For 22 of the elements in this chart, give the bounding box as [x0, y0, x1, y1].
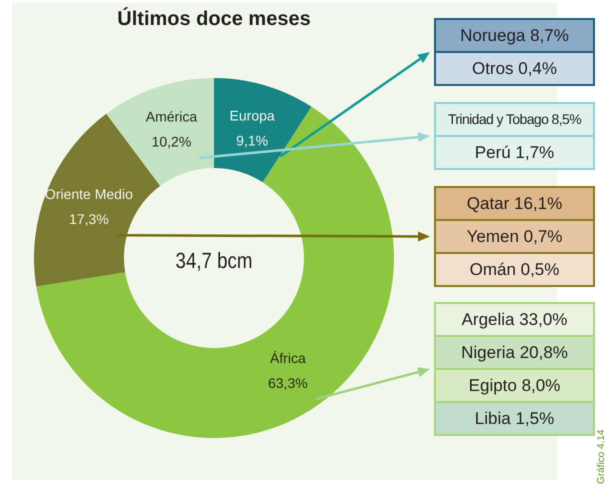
slice-label: América [146, 108, 198, 125]
data-label: 63,3% [268, 374, 308, 391]
text: Omán 0,5% [470, 260, 560, 279]
text: Egipto 8,0% [468, 376, 560, 395]
text: Trinidad y Tobago 8,5% [448, 111, 582, 127]
text: Perú 1,7% [474, 143, 554, 162]
slice-label: Oriente Medio [44, 186, 134, 202]
data-label: 17,3% [69, 211, 109, 228]
slice-label: África [270, 350, 306, 366]
text: Nigeria 20,8% [461, 343, 568, 362]
text: Qatar 16,1% [466, 194, 562, 213]
data-label: 9,1% [236, 132, 268, 148]
chart-title: Últimos doce meses [116, 8, 312, 31]
slice-label: Europa [230, 107, 275, 124]
data-label: 10,2% [152, 134, 192, 150]
text: Otros 0,4% [472, 59, 558, 78]
text: Libia 1,5% [474, 409, 554, 428]
text: Argelia 33,0% [462, 310, 568, 329]
text: Yemen 0,7% [466, 227, 562, 246]
text: Gráfico 4.14 [596, 430, 607, 484]
text: Noruega 8,7% [460, 26, 569, 45]
text: 34,7 bcm [174, 248, 254, 274]
